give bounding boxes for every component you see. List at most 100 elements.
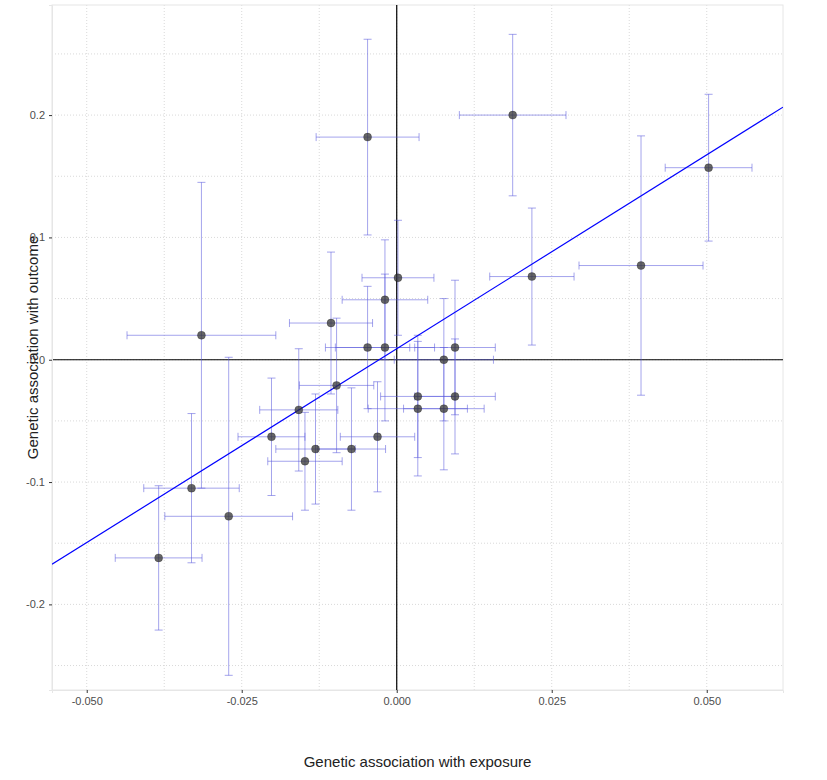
grid-line	[52, 482, 783, 483]
plot-frame	[52, 5, 783, 690]
error-bars	[362, 220, 434, 335]
x-tick: -0.025	[227, 690, 258, 707]
error-bars	[165, 357, 293, 675]
x-tick-label: 0.000	[383, 695, 411, 707]
x-axis-line	[53, 691, 784, 694]
x-error-bar	[165, 512, 293, 520]
error-bars	[459, 34, 566, 195]
y-error-bar	[381, 274, 389, 421]
grid-line	[52, 237, 783, 238]
point	[381, 296, 389, 304]
plot-area: -0.050-0.0250.0000.0250.050-0.2-0.10.00.…	[26, 5, 783, 707]
y-tick-label: 0.2	[30, 109, 45, 121]
grid-line	[706, 5, 707, 690]
grid-line	[86, 5, 87, 690]
x-tick-mark	[552, 690, 553, 693]
x-tick-label: 0.025	[538, 695, 566, 707]
error-bars	[238, 378, 305, 495]
grid-line	[551, 5, 552, 690]
point	[414, 405, 422, 413]
fit-line	[52, 107, 783, 564]
x-error-bar	[238, 433, 305, 441]
point	[374, 433, 382, 441]
x-error-bar	[362, 274, 434, 282]
point	[225, 512, 233, 520]
error-bars	[144, 414, 239, 563]
point	[394, 274, 402, 282]
point	[267, 433, 275, 441]
point	[451, 392, 459, 400]
grid-line	[52, 115, 783, 116]
minor-grid-line	[52, 543, 783, 544]
error-bars	[415, 280, 496, 415]
y-error-bar	[188, 414, 196, 563]
error-bars	[115, 486, 202, 630]
x-tick-label: -0.050	[72, 695, 103, 707]
error-bars	[289, 252, 372, 394]
error-bars	[340, 382, 414, 492]
y-error-bar	[637, 136, 645, 395]
y-error-bar	[528, 208, 536, 345]
x-error-bar	[316, 133, 419, 141]
minor-grid-line	[629, 5, 630, 690]
x-tick-mark	[87, 690, 88, 693]
point	[440, 356, 448, 364]
y-tick: -0.1	[26, 476, 52, 488]
error-bars	[490, 208, 574, 345]
y-error-bar	[440, 348, 448, 470]
point	[364, 344, 372, 352]
minor-grid-line	[52, 665, 783, 666]
error-bars	[268, 412, 342, 510]
point	[364, 133, 372, 141]
x-error-bar	[415, 344, 496, 352]
x-tick-mark	[397, 690, 398, 693]
y-error-bar	[364, 286, 372, 408]
error-bars	[127, 182, 276, 488]
y-tick-mark	[49, 237, 52, 238]
x-tick-label: -0.025	[227, 695, 258, 707]
x-tick: 0.025	[538, 690, 566, 707]
error-bars	[404, 348, 485, 470]
y-error-bar	[312, 394, 320, 504]
x-error-bar	[115, 554, 202, 562]
point	[188, 484, 196, 492]
y-tick: 0.2	[30, 109, 52, 121]
point	[333, 381, 341, 389]
x-tick: 0.050	[693, 690, 721, 707]
y-tick-mark	[49, 360, 52, 361]
x-tick: 0.000	[383, 690, 411, 707]
point	[451, 344, 459, 352]
y-error-bar	[197, 182, 205, 488]
minor-grid-line	[164, 5, 165, 690]
point	[301, 457, 309, 465]
grid-line	[241, 5, 242, 690]
y-tick-mark	[49, 604, 52, 605]
point	[312, 445, 320, 453]
y-error-bar	[451, 280, 459, 415]
point	[155, 554, 163, 562]
marks	[52, 34, 783, 675]
y-error-bar	[333, 318, 341, 453]
x-error-bar	[394, 356, 493, 364]
x-error-bar	[415, 392, 496, 400]
y-error-bar	[394, 220, 402, 335]
x-axis-title: Genetic association with exposure	[304, 753, 532, 770]
point	[327, 319, 335, 327]
y-error-bar	[347, 388, 355, 510]
x-error-bar	[127, 331, 276, 339]
x-tick: -0.050	[72, 690, 103, 707]
error-bars	[579, 136, 703, 395]
x-error-bar	[404, 405, 485, 413]
point	[509, 111, 517, 119]
point	[528, 273, 536, 281]
point	[347, 445, 355, 453]
y-tick-label: -0.2	[26, 598, 45, 610]
y-error-bar	[705, 94, 713, 241]
y-axis-title: Genetic association with outcome	[24, 236, 41, 459]
chart: -0.050-0.0250.0000.0250.050-0.2-0.10.00.…	[0, 0, 827, 780]
x-axis: -0.050 -0.025 0.000 0.025 0.050	[53, 690, 784, 707]
point	[295, 406, 303, 414]
y-tick: -0.2	[26, 598, 52, 610]
x-tick-mark	[707, 690, 708, 693]
y-tick-mark	[49, 115, 52, 116]
